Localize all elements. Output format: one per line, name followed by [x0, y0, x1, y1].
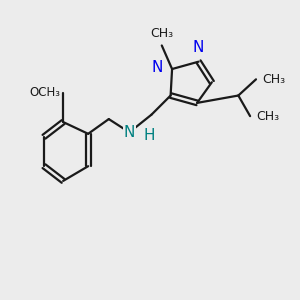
Text: H: H	[143, 128, 155, 143]
Text: CH₃: CH₃	[262, 73, 285, 86]
Text: CH₃: CH₃	[150, 27, 173, 40]
Text: OCH₃: OCH₃	[29, 86, 60, 99]
Text: N: N	[124, 125, 135, 140]
Text: CH₃: CH₃	[256, 110, 279, 123]
Text: N: N	[152, 60, 163, 75]
Text: O: O	[44, 85, 56, 100]
Text: N: N	[193, 40, 204, 55]
